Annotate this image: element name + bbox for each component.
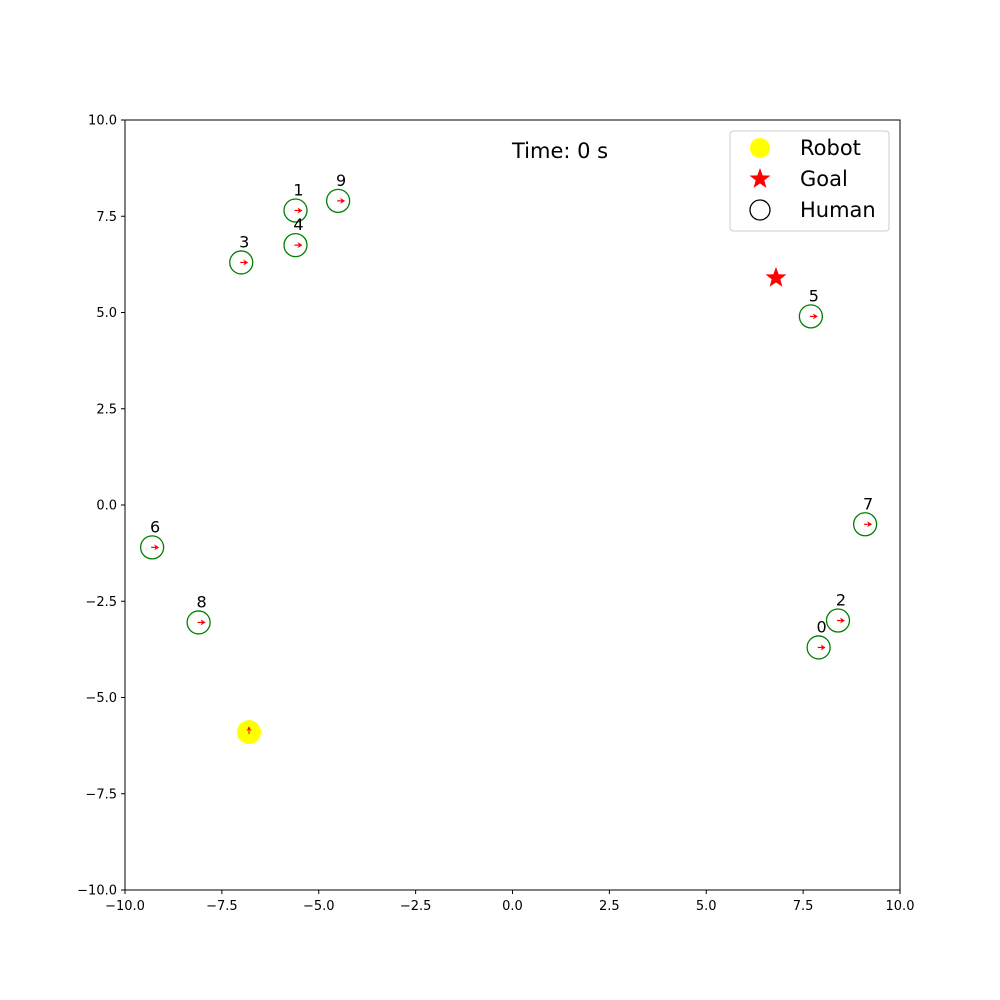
human-5-heading-arrow [809,313,818,320]
human-6-label: 6 [150,517,160,536]
y-tick-label: 10.0 [88,114,117,129]
time-text: Time: 0 s [511,139,608,163]
human-8-label: 8 [197,592,207,611]
legend-robot-marker [750,138,770,158]
y-tick-label: −2.5 [85,595,117,610]
legend-human-marker [749,199,771,221]
human-6-marker [139,535,165,560]
human-2-label: 2 [836,591,846,610]
human-3-label: 3 [239,232,249,251]
x-tick-label: 7.5 [793,899,814,914]
x-tick-label: −5.0 [303,899,335,914]
human-9-marker [325,188,351,214]
goal-marker [765,266,787,287]
human-3-marker [229,250,254,275]
y-tick-label: −5.0 [85,691,117,706]
human-9-heading-arrow-head [340,197,346,204]
legend-robot-label: Robot [800,136,861,160]
human-8-heading-arrow-head [200,619,206,626]
x-tick-label: 10.0 [886,899,915,914]
human-4-heading-arrow [294,242,303,249]
robot-heading-arrow-head [246,726,252,732]
human-6-heading-arrow [151,544,160,551]
human-2-marker [825,608,851,633]
human-0-heading-arrow [817,644,826,651]
human-4-label: 4 [293,215,303,234]
human-7-label: 7 [863,494,873,513]
human-4-marker [283,232,308,258]
human-9-label: 9 [336,171,346,190]
human-7-heading-arrow-head [867,521,873,528]
y-tick-label: −10.0 [77,884,117,899]
x-tick-label: −10.0 [105,899,145,914]
human-7-heading-arrow [864,521,873,528]
legend-human-label: Human [800,198,876,222]
human-6-heading-arrow-head [154,544,160,551]
human-0-heading-arrow-head [820,644,826,651]
x-tick-label: 5.0 [696,899,717,914]
human-1-heading-arrow [294,207,303,214]
human-5-marker [798,304,824,329]
human-8-marker [186,610,211,635]
human-5-label: 5 [809,286,819,305]
y-tick-label: 5.0 [96,306,117,321]
x-tick-label: 0.0 [502,899,523,914]
human-1-label: 1 [293,180,303,199]
human-1-heading-arrow-head [297,207,303,214]
human-3-heading-arrow [240,259,249,266]
x-tick-label: −2.5 [400,899,432,914]
human-1-marker [283,198,308,223]
legend: Robot Goal Human [729,130,890,232]
human-0-marker [806,635,831,660]
human-9-heading-arrow [337,197,346,204]
legend-goal-marker [749,168,771,188]
y-tick-label: 0.0 [96,499,117,514]
x-tick-label: 2.5 [599,899,620,914]
y-tick-label: 7.5 [96,210,117,225]
legend-goal-label: Goal [800,167,848,191]
human-2-heading-arrow [837,617,845,624]
y-tick-label: 2.5 [96,402,117,417]
human-2-heading-arrow-head [840,617,845,624]
axes-layer: −10.0 −7.5 −5.0 −2.5 0.0 2.5 5.0 7.5 10.0−10.0−7… [77,114,914,915]
robot-heading-arrow [246,726,252,735]
y-tick-label: −7.5 [85,787,117,802]
human-8-heading-arrow [197,619,206,626]
human-7-marker [852,512,878,537]
human-0-label: 0 [817,617,827,636]
x-tick-label: −7.5 [206,899,238,914]
human-5-heading-arrow-head [812,313,818,320]
plot-layer: 0 1 2 3 4 5 6 7 8 9 [139,171,878,745]
human-3-heading-arrow-head [243,259,249,266]
human-4-heading-arrow-head [297,242,303,249]
